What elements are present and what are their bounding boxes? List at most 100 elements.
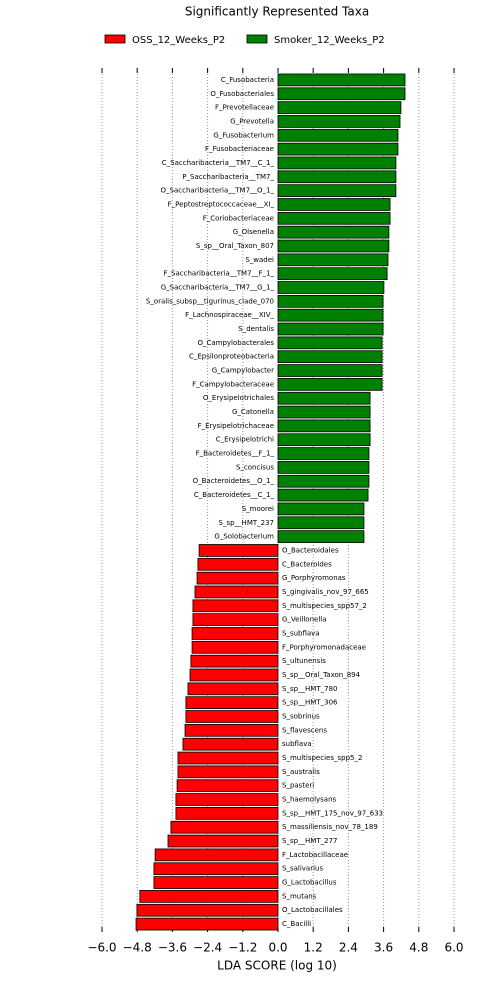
category-label: O_Saccharibacteria__TM7__O_1_ bbox=[161, 187, 275, 195]
legend-swatch bbox=[104, 34, 126, 44]
category-label: S_sp__Oral_Taxon_807 bbox=[196, 242, 274, 250]
category-label: S_sp__HMT_237 bbox=[219, 519, 274, 527]
bar bbox=[277, 502, 365, 516]
category-label: G_Fusobacterium bbox=[213, 131, 274, 139]
category-label: S_australis bbox=[282, 768, 320, 776]
category-label: F_Lachnospiraceae__XIV_ bbox=[185, 311, 274, 319]
bar bbox=[175, 807, 279, 820]
bar bbox=[277, 488, 369, 502]
bar bbox=[191, 627, 279, 640]
bar bbox=[192, 613, 279, 626]
bar bbox=[277, 281, 385, 294]
category-label: G_Lactobacillus bbox=[282, 879, 337, 887]
category-label: C_Bacteroides bbox=[282, 560, 332, 568]
category-label: O_Erysipelotrichales bbox=[203, 394, 274, 402]
bar bbox=[191, 640, 279, 654]
category-label: C_Erysipelotrichi bbox=[216, 436, 274, 444]
x-tick-label: 6.0 bbox=[444, 941, 463, 955]
bar bbox=[170, 820, 279, 834]
bar bbox=[175, 793, 279, 806]
bar bbox=[277, 336, 383, 350]
bar bbox=[153, 876, 279, 889]
bar bbox=[277, 128, 399, 142]
category-label: F_Coriobacteriaceae bbox=[203, 214, 274, 222]
bar bbox=[277, 516, 365, 530]
x-tick-label: 2.4 bbox=[339, 941, 358, 955]
bar bbox=[277, 115, 401, 128]
category-label: G_Veillonella bbox=[282, 616, 327, 624]
bar bbox=[196, 571, 279, 585]
bar bbox=[189, 668, 279, 682]
category-label: S_flavescens bbox=[282, 726, 327, 734]
category-label: S_subflava bbox=[282, 629, 320, 637]
category-label: S_pasteri bbox=[282, 782, 314, 790]
bar bbox=[277, 198, 391, 211]
category-label: S_mutans bbox=[282, 892, 317, 900]
category-label: C_Epsilonproteobacteria bbox=[189, 353, 274, 361]
category-label: S_ultunensis bbox=[282, 657, 326, 665]
category-label: F_Prevotellaceae bbox=[215, 104, 274, 112]
bar bbox=[277, 364, 383, 377]
bar bbox=[185, 710, 279, 723]
bar bbox=[176, 779, 279, 793]
category-label: S_massiliensis_nov_78_189 bbox=[282, 823, 378, 831]
bar bbox=[277, 447, 370, 460]
bar bbox=[136, 903, 279, 917]
x-tick-label: 1.2 bbox=[304, 941, 323, 955]
category-label: G_Saccharibacteria__TM7__G_1_ bbox=[161, 284, 275, 292]
category-label: S_sobrinus bbox=[282, 713, 320, 721]
category-label: F_Erysipelotrichaceae bbox=[198, 422, 274, 430]
bar bbox=[277, 474, 370, 488]
category-label: S_concisus bbox=[236, 463, 274, 471]
category-label: S_sp__HMT_277 bbox=[282, 837, 337, 845]
category-label: S_multispecies_spp57_2 bbox=[282, 602, 367, 610]
chart-title: Significantly Represented Taxa bbox=[185, 5, 369, 19]
bar bbox=[277, 253, 389, 267]
bar bbox=[184, 723, 279, 737]
bar bbox=[135, 917, 279, 931]
category-label: S_multispecies_spp5_2 bbox=[282, 754, 362, 762]
category-label: S_wadei bbox=[245, 256, 274, 264]
bar bbox=[177, 751, 279, 765]
category-label: C_Bacilli bbox=[282, 920, 311, 928]
legend-swatch bbox=[246, 34, 268, 44]
bar bbox=[277, 350, 383, 364]
category-label: S_sp__HMT_780 bbox=[282, 685, 337, 693]
bar bbox=[277, 461, 370, 474]
category-label: P_Saccharibacteria__TM7_ bbox=[182, 173, 274, 181]
category-label: O_Bacteroidetes__O_1_ bbox=[193, 477, 275, 485]
x-tick-label: −3.6 bbox=[158, 941, 187, 955]
category-label: S_dentalis bbox=[238, 325, 274, 333]
category-label: G_Olsenella bbox=[233, 228, 274, 236]
legend-label: Smoker_12_Weeks_P2 bbox=[274, 35, 385, 46]
bar bbox=[277, 530, 365, 543]
bar bbox=[177, 765, 279, 779]
bar bbox=[277, 308, 384, 322]
bar bbox=[277, 267, 388, 281]
bar bbox=[277, 184, 397, 197]
category-label: F_Peptostreptococcaceae__XI_ bbox=[168, 200, 275, 208]
category-label: G_Prevotella bbox=[230, 117, 274, 125]
category-label: S_sp__Oral_Taxon_894 bbox=[282, 671, 361, 679]
bar bbox=[187, 682, 279, 696]
category-label: S_moorei bbox=[242, 505, 274, 513]
category-label: F_Porphyromonadaceae bbox=[282, 643, 366, 651]
bar bbox=[185, 696, 279, 710]
bar bbox=[277, 225, 390, 239]
category-label: S_salivarius bbox=[282, 865, 323, 873]
category-label: S_gingivalis_nov_97_665 bbox=[282, 588, 369, 596]
bar bbox=[167, 834, 279, 848]
category-label: F_Saccharibacteria__TM7__F_1_ bbox=[164, 270, 275, 278]
bar bbox=[277, 87, 406, 101]
bar bbox=[277, 419, 371, 433]
category-label: F_Bacteroidetes__F_1_ bbox=[196, 450, 275, 458]
bar bbox=[198, 544, 279, 557]
bar bbox=[277, 156, 397, 170]
category-label: S_haemolysans bbox=[282, 796, 337, 804]
category-label: subflava bbox=[282, 740, 312, 748]
category-label: O_Lactobacillales bbox=[282, 906, 343, 914]
x-axis-label: LDA SCORE (log 10) bbox=[217, 959, 337, 973]
category-label: O_Fusobacteriales bbox=[210, 90, 274, 98]
bar bbox=[277, 405, 371, 419]
